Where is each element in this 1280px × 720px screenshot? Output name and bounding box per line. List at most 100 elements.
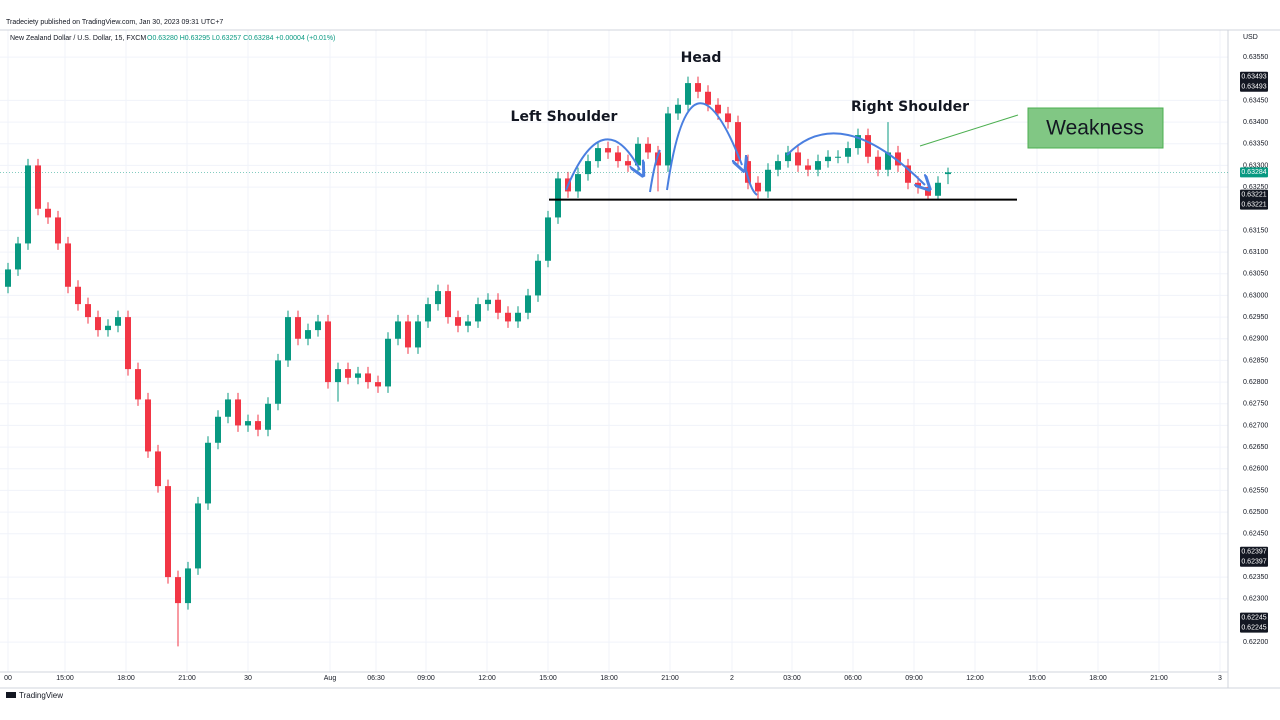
x-tick-label: 2 [730,675,734,682]
candle-body [925,187,931,196]
candle-body [495,299,501,313]
candle-body [385,338,391,387]
price-badge-label: 0.63493 [1241,74,1266,81]
candle-body [875,156,881,170]
candle-body [85,304,91,318]
y-tick-label: 0.63250 [1243,184,1268,191]
candle-body [105,325,111,331]
candle-body [545,217,551,261]
candle-body [245,421,251,426]
grid [0,30,1228,672]
price-badge [1240,167,1268,178]
candle-body [215,416,221,443]
candle-body [605,148,611,153]
ohlc: O0.63280 H0.63295 L0.63257 C0.63284 +0.0… [147,35,335,42]
candle-body [305,330,311,339]
arc [786,132,925,185]
y-tick-label: 0.62850 [1243,357,1268,364]
arc [666,102,742,191]
price-badge-label: 0.63284 [1241,169,1266,176]
candle-body [395,321,401,339]
candle-body [465,321,471,326]
brand: TradingView [19,691,63,700]
x-tick-label: 18:00 [117,675,135,682]
candle-body [785,152,791,162]
candle-body [885,152,891,170]
candle-body [195,503,201,569]
x-tick-label: 00 [4,675,12,682]
candle-body [225,399,231,417]
candle-body [555,178,561,218]
pattern-arcs [565,102,925,196]
candle-body [765,169,771,192]
y-tick-label: 0.63150 [1243,227,1268,234]
arc [744,164,758,196]
x-tick-label: 30 [244,675,252,682]
price-badge-label: 0.62245 [1241,614,1266,621]
candle-body [795,152,801,166]
candle-body [145,399,151,452]
candle-body [355,373,361,378]
price-badge-label: 0.63221 [1241,192,1266,199]
candle-body [45,208,51,218]
x-tick-label: 3 [1218,675,1222,682]
price-badge-label: 0.63493 [1241,84,1266,91]
y-tick-label: 0.63550 [1243,54,1268,61]
candle-body [625,161,631,166]
candle-body [485,299,491,305]
candle-body [705,91,711,105]
candle-body [675,104,681,114]
candle-body [335,369,341,383]
candle-body [915,182,921,188]
candle-body [315,321,321,331]
y-tick-label: 0.63400 [1243,119,1268,126]
candle-body [445,291,451,318]
candle-body [815,161,821,170]
x-tick-label: 21:00 [661,675,679,682]
candle-body [255,421,261,430]
weakness-label: Weakness [1046,117,1144,140]
candle-body [755,182,761,192]
x-tick-label: 15:00 [1028,675,1046,682]
x-tick-label: 15:00 [56,675,74,682]
y-tick-label: 0.62800 [1243,379,1268,386]
x-tick-label: 21:00 [178,675,196,682]
price-badge-label: 0.62245 [1241,624,1266,631]
symbol: New Zealand Dollar / U.S. Dollar, 15, FX… [10,35,146,42]
candle-body [515,312,521,322]
tv-logo [6,692,16,698]
candle-body [725,113,731,123]
published: Tradeciety published on TradingView.com,… [6,19,223,26]
candle-body [615,152,621,162]
candle-body [425,304,431,322]
price-badge [1240,612,1268,633]
candle-body [715,104,721,114]
candle-body [185,568,191,604]
candle-body [175,577,181,604]
price-badge [1240,546,1268,567]
candle-body [115,317,121,326]
candle-body [125,317,131,370]
y-tick-label: 0.62700 [1243,422,1268,429]
candle-body [655,152,661,166]
y-tick-label: 0.62600 [1243,466,1268,473]
candle-body [25,165,31,244]
candle-body [275,360,281,404]
candle-body [35,165,41,209]
candle-body [435,291,441,305]
price-badge [1240,71,1268,92]
candle-body [575,174,581,192]
candle-body [735,122,741,162]
y-tick-label: 0.62500 [1243,509,1268,516]
y-tick-label: 0.62350 [1243,574,1268,581]
candle-body [905,165,911,183]
candle-body [525,295,531,313]
y-tick-label: 0.62650 [1243,444,1268,451]
price-badge-label: 0.62397 [1241,549,1266,556]
price-badge-label: 0.62397 [1241,559,1266,566]
candle-body [805,165,811,170]
candle-body [935,182,941,196]
candle-body [855,135,861,149]
y-tick-label: 0.62950 [1243,314,1268,321]
